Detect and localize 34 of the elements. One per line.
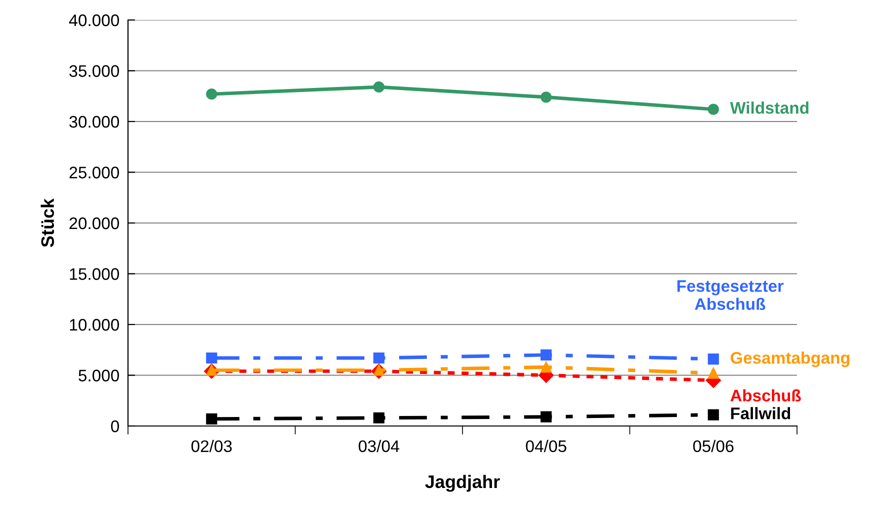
series-label: Abschuß: [730, 389, 801, 402]
point: [708, 368, 719, 379]
point: [708, 409, 719, 420]
point: [708, 104, 719, 115]
y-tick-label: 10.000: [70, 318, 120, 331]
x-axis-title: Jagdjahr: [425, 474, 500, 492]
y-axis-title: Stück: [40, 198, 54, 248]
point: [206, 352, 218, 364]
point: [540, 92, 552, 103]
y-tick-label: 30.000: [69, 116, 120, 128]
point: [540, 349, 552, 361]
y-tick-label: 20.000: [70, 217, 120, 230]
point: [540, 362, 552, 373]
x-tick-label: 03/04: [358, 440, 400, 452]
text: Festgesetzter Abschuß: [677, 280, 784, 310]
y-tick-label: 35.000: [69, 65, 120, 77]
x-tick-label: 05/06: [693, 440, 734, 452]
series-label: Wildstand: [730, 102, 808, 114]
y-tick-label: 5.000: [78, 370, 120, 382]
point: [708, 353, 719, 365]
y-tick-label: 15.000: [70, 268, 120, 280]
series-label: Gesamtabgang: [730, 352, 850, 368]
point: [373, 352, 384, 364]
point: [373, 81, 384, 93]
y-tick-label: 25.000: [70, 166, 120, 178]
x-tick-label: 04/05: [526, 440, 566, 452]
point: [206, 413, 218, 424]
point: [373, 412, 384, 424]
y-tick-label: 40.000: [69, 14, 120, 26]
y-tick-label: 0: [111, 420, 120, 432]
series-label: Fallwild: [731, 407, 790, 420]
x-tick-label: 02/03: [191, 440, 232, 452]
point: [206, 88, 218, 100]
point: [540, 411, 552, 422]
